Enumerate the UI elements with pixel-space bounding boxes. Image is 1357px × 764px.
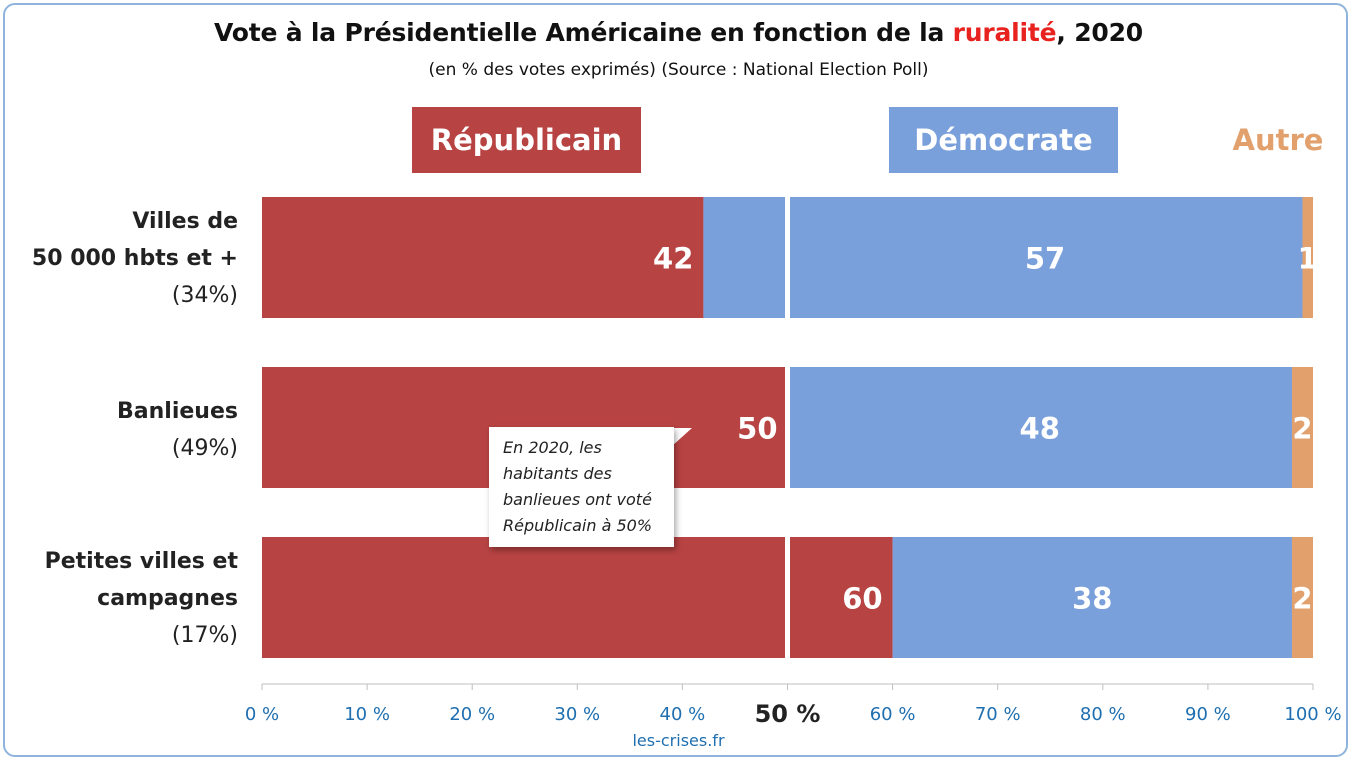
title-accent: ruralité: [952, 18, 1057, 47]
x-tick-label-1: 10 %: [344, 704, 390, 725]
bar-autre-0: [1302, 197, 1313, 318]
source-credit: les-crises.fr: [632, 731, 725, 750]
bar-rep-2: [262, 537, 893, 658]
bar-dem-1: [787, 367, 1292, 488]
bar-autre-2: [1291, 537, 1313, 658]
annotation-pointer: [672, 428, 692, 446]
category-label-banlieues: Banlieues (49%): [117, 399, 238, 461]
value-label-autre-0: 1: [1298, 242, 1318, 276]
value-label-rep-2: 60: [842, 582, 882, 616]
value-label-autre-1: 2: [1292, 412, 1312, 446]
chart-subtitle: (en % des votes exprimés) (Source : Nati…: [428, 60, 929, 80]
chart-title: Vote à la Présidentielle Américaine en f…: [213, 18, 1144, 47]
bar-dem-2: [892, 537, 1292, 658]
category-label-villes: Villes de 50 000 hbts et + (34%): [31, 209, 238, 308]
x-tick-label-6: 60 %: [870, 704, 916, 725]
x-tick-label-9: 90 %: [1185, 704, 1231, 725]
bar-dem-0: [703, 197, 1303, 318]
x-tick-label-10: 100 %: [1284, 704, 1341, 725]
bar-autre-1: [1291, 367, 1313, 488]
x-tick-label-5: 50 %: [755, 700, 821, 728]
bar-rep-0: [262, 197, 704, 318]
legend-autre: Autre: [1232, 123, 1324, 157]
value-label-dem-2: 38: [1072, 582, 1112, 616]
value-label-rep-1: 50: [737, 412, 777, 446]
value-label-rep-0: 42: [653, 242, 693, 276]
value-label-autre-2: 2: [1292, 582, 1312, 616]
x-tick-label-7: 70 %: [975, 704, 1021, 725]
category-label-petites-villes: Petites villes et campagnes (17%): [44, 549, 238, 648]
value-label-dem-0: 57: [1025, 242, 1065, 276]
annotation-callout: En 2020, les habitants des banlieues ont…: [489, 427, 674, 547]
x-tick-label-3: 30 %: [554, 704, 600, 725]
x-tick-label-8: 80 %: [1080, 704, 1126, 725]
x-tick-label-2: 20 %: [449, 704, 495, 725]
x-tick-label-0: 0 %: [245, 704, 279, 725]
legend-democrate: Démocrate: [889, 107, 1118, 173]
x-tick-label-4: 40 %: [660, 704, 706, 725]
value-label-dem-1: 48: [1020, 412, 1060, 446]
legend-republicain: Républicain: [412, 107, 641, 173]
